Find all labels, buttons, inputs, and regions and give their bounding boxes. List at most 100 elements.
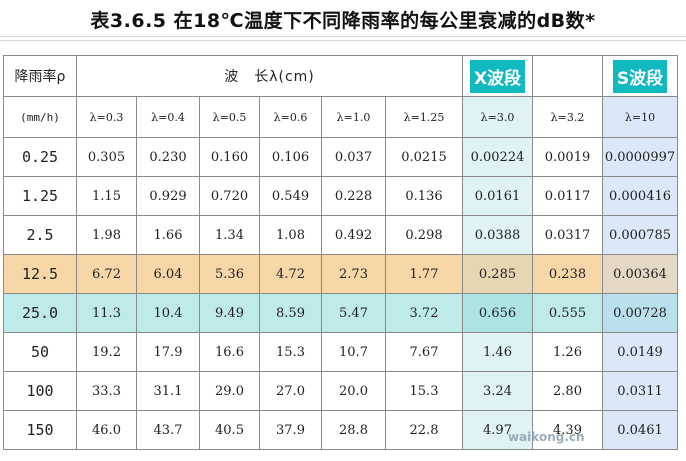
header-row-1: 降雨率ρ 波 长λ(cm) X波段 S波段 (3, 55, 678, 97)
attenuation-cell: 6.72 (76, 254, 137, 294)
attenuation-cell: 1.34 (199, 215, 260, 255)
attenuation-cell: 0.0311 (602, 371, 678, 411)
header-row-2: (mm/h) λ=0.3 λ=0.4 λ=0.5 λ=0.6 λ=1.0 λ=1… (3, 96, 678, 138)
attenuation-cell: 0.106 (259, 137, 322, 177)
attenuation-cell: 1.26 (532, 332, 603, 372)
attenuation-cell: 10.7 (321, 332, 386, 372)
attenuation-cell: 2.80 (532, 371, 603, 411)
attenuation-cell: 4.97 (462, 410, 533, 450)
table-row: 0.25 0.305 0.230 0.160 0.106 0.037 0.0215 0.002… (3, 137, 678, 177)
wavelength-cell: λ=3.0 (462, 96, 533, 138)
attenuation-cell: 19.2 (76, 332, 137, 372)
attenuation-cell: 0.230 (136, 137, 200, 177)
attenuation-cell: 0.037 (321, 137, 386, 177)
attenuation-table: 降雨率ρ 波 长λ(cm) X波段 S波段 (mm/h) λ=0.3 λ=0.4… (3, 55, 678, 450)
attenuation-cell: 3.72 (385, 293, 463, 333)
attenuation-cell: 0.00224 (462, 137, 533, 177)
attenuation-cell: 0.160 (199, 137, 260, 177)
attenuation-cell: 0.228 (321, 176, 386, 216)
attenuation-cell: 31.1 (136, 371, 200, 411)
attenuation-cell: 0.000785 (602, 215, 678, 255)
attenuation-cell: 5.36 (199, 254, 260, 294)
divider (0, 40, 686, 41)
attenuation-cell: 0.136 (385, 176, 463, 216)
attenuation-cell: 28.8 (321, 410, 386, 450)
attenuation-cell: 1.77 (385, 254, 463, 294)
attenuation-cell: 0.492 (321, 215, 386, 255)
attenuation-cell: 0.549 (259, 176, 322, 216)
table-title: 表3.6.5 在18℃温度下不同降雨率的每公里衰减的dB数* (90, 10, 596, 32)
attenuation-cell: 33.3 (76, 371, 137, 411)
table-row: 2.5 1.98 1.66 1.34 1.08 0.492 0.298 0.0388 0.031… (3, 215, 678, 255)
rain-rate-cell: 25.0 (3, 293, 77, 333)
rain-rate-cell: 150 (3, 410, 77, 450)
attenuation-cell: 4.39 (532, 410, 603, 450)
attenuation-cell: 46.0 (76, 410, 137, 450)
attenuation-cell: 9.49 (199, 293, 260, 333)
attenuation-cell: 0.555 (532, 293, 603, 333)
attenuation-cell: 37.9 (259, 410, 322, 450)
table-row: 100 33.3 31.1 29.0 27.0 20.0 15.3 3.24 2.80 0.031… (3, 371, 678, 411)
attenuation-cell: 0.285 (462, 254, 533, 294)
wavelength-cell: λ=1.25 (385, 96, 463, 138)
wavelength-header: 波 长λ(cm) (76, 55, 463, 97)
attenuation-cell: 20.0 (321, 371, 386, 411)
attenuation-cell: 0.656 (462, 293, 533, 333)
attenuation-cell: 5.47 (321, 293, 386, 333)
attenuation-cell: 1.15 (76, 176, 137, 216)
attenuation-cell: 6.04 (136, 254, 200, 294)
attenuation-cell: 2.73 (321, 254, 386, 294)
attenuation-cell: 0.000416 (602, 176, 678, 216)
attenuation-cell: 10.4 (136, 293, 200, 333)
rain-rate-cell: 2.5 (3, 215, 77, 255)
x-band-header: X波段 (462, 55, 533, 97)
wavelength-cell: λ=1.0 (321, 96, 386, 138)
blank-header (532, 55, 603, 97)
attenuation-cell: 22.8 (385, 410, 463, 450)
attenuation-cell: 16.6 (199, 332, 260, 372)
table-row: 1.25 1.15 0.929 0.720 0.549 0.228 0.136 0.0161 0… (3, 176, 678, 216)
attenuation-cell: 1.66 (136, 215, 200, 255)
s-band-label: S波段 (612, 59, 668, 93)
attenuation-cell: 0.929 (136, 176, 200, 216)
attenuation-cell: 17.9 (136, 332, 200, 372)
rain-rate-cell: 100 (3, 371, 77, 411)
attenuation-cell: 3.24 (462, 371, 533, 411)
attenuation-cell: 0.305 (76, 137, 137, 177)
attenuation-cell: 0.298 (385, 215, 463, 255)
wavelength-cell: λ=0.6 (259, 96, 322, 138)
attenuation-cell: 0.238 (532, 254, 603, 294)
rain-rate-header: 降雨率ρ (3, 55, 77, 97)
attenuation-cell: 0.00364 (602, 254, 678, 294)
attenuation-cell: 0.0117 (532, 176, 603, 216)
wavelength-cell: λ=0.4 (136, 96, 200, 138)
attenuation-cell: 0.0000997 (602, 137, 678, 177)
attenuation-cell: 0.0161 (462, 176, 533, 216)
attenuation-cell: 4.72 (259, 254, 322, 294)
table-row: 50 19.2 17.9 16.6 15.3 10.7 7.67 1.46 1.26 0.0149 (3, 332, 678, 372)
attenuation-cell: 40.5 (199, 410, 260, 450)
attenuation-cell: 7.67 (385, 332, 463, 372)
attenuation-cell: 0.720 (199, 176, 260, 216)
attenuation-cell: 1.98 (76, 215, 137, 255)
attenuation-cell: 0.0388 (462, 215, 533, 255)
wavelength-cell: λ=0.5 (199, 96, 260, 138)
attenuation-cell: 27.0 (259, 371, 322, 411)
attenuation-cell: 0.0461 (602, 410, 678, 450)
watermark: waikong.cn (508, 430, 585, 444)
rain-rate-cell: 12.5 (3, 254, 77, 294)
rain-rate-unit: (mm/h) (3, 96, 77, 138)
attenuation-cell: 15.3 (259, 332, 322, 372)
rain-rate-cell: 0.25 (3, 137, 77, 177)
attenuation-cell: 1.46 (462, 332, 533, 372)
attenuation-cell: 15.3 (385, 371, 463, 411)
attenuation-cell: 0.0317 (532, 215, 603, 255)
attenuation-cell: 1.08 (259, 215, 322, 255)
wavelength-cell: λ=3.2 (532, 96, 603, 138)
divider (0, 36, 686, 37)
rain-rate-cell: 1.25 (3, 176, 77, 216)
wavelength-cell: λ=10 (602, 96, 678, 138)
attenuation-cell: 0.0019 (532, 137, 603, 177)
attenuation-cell: 43.7 (136, 410, 200, 450)
attenuation-cell: 29.0 (199, 371, 260, 411)
